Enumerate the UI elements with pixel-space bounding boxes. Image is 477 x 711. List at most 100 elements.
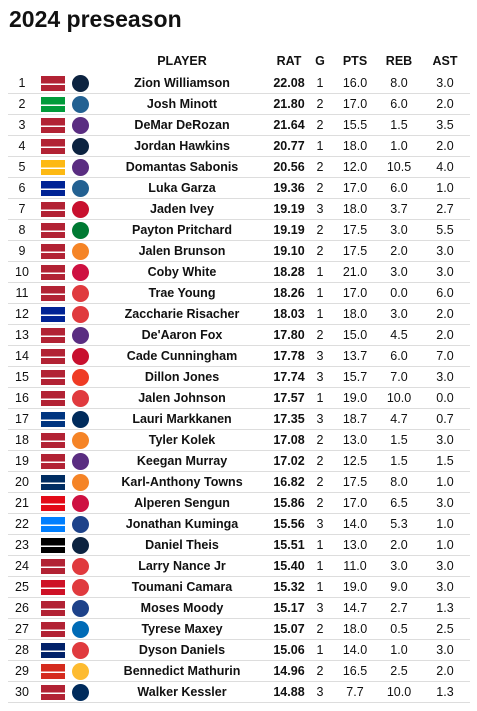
flag-icon — [41, 223, 65, 238]
table-row — [8, 577, 470, 598]
assists: 4.0 — [436, 160, 454, 174]
points: 17.5 — [342, 475, 368, 489]
player-name: Zaccharie Risacher — [124, 307, 240, 321]
flag-icon — [41, 286, 65, 301]
table-row — [8, 514, 470, 535]
player-name: Karl-Anthony Towns — [121, 475, 243, 489]
player-name: Alperen Sengun — [134, 496, 230, 510]
team-logo — [72, 621, 89, 638]
flag-icon — [41, 664, 65, 679]
assists: 1.0 — [436, 517, 454, 531]
rank: 6 — [18, 181, 26, 195]
team-logo — [72, 390, 89, 407]
games: 2 — [316, 328, 324, 342]
rank: 15 — [15, 370, 29, 384]
assists: 2.0 — [436, 307, 454, 321]
player-name: Jonathan Kuminga — [125, 517, 239, 531]
player-name: Jordan Hawkins — [134, 139, 230, 153]
player-name: Walker Kessler — [137, 685, 227, 699]
rank: 12 — [15, 307, 29, 321]
rating: 15.51 — [273, 538, 305, 552]
assists: 2.5 — [436, 622, 454, 636]
team-logo — [72, 369, 89, 386]
flag-icon — [41, 97, 65, 112]
assists: 3.0 — [436, 496, 454, 510]
rank: 27 — [15, 622, 29, 636]
rebounds: 8.0 — [390, 76, 408, 90]
rebounds: 3.0 — [390, 559, 408, 573]
rebounds: 1.0 — [390, 643, 408, 657]
rebounds: 3.0 — [390, 223, 408, 237]
rating: 21.80 — [273, 97, 305, 111]
points: 11.0 — [343, 559, 367, 573]
team-logo — [72, 495, 89, 512]
flag-icon — [41, 622, 65, 637]
points: 17.0 — [342, 496, 368, 510]
rebounds: 10.0 — [386, 685, 412, 699]
rebounds: 10.5 — [386, 160, 412, 174]
rating: 19.19 — [273, 223, 305, 237]
team-logo — [72, 264, 89, 281]
rebounds: 1.5 — [390, 118, 408, 132]
points: 16.5 — [342, 664, 368, 678]
table-row — [8, 451, 470, 472]
team-logo — [72, 453, 89, 470]
rebounds: 3.7 — [390, 202, 408, 216]
games: 2 — [316, 160, 324, 174]
team-logo — [72, 579, 89, 596]
player-name: Bennedict Mathurin — [123, 664, 241, 678]
assists: 2.0 — [436, 664, 454, 678]
rebounds: 4.5 — [390, 328, 408, 342]
rank: 13 — [15, 328, 29, 342]
flag-icon — [41, 370, 65, 385]
games: 1 — [316, 286, 324, 300]
rating: 14.88 — [273, 685, 305, 699]
games: 2 — [316, 97, 324, 111]
table-row — [8, 619, 470, 640]
flag-icon — [41, 685, 65, 700]
team-logo — [72, 600, 89, 617]
flag-icon — [41, 454, 65, 469]
table-row — [8, 220, 470, 241]
table-row — [8, 136, 470, 157]
rebounds: 9.0 — [390, 580, 408, 594]
games: 3 — [316, 349, 324, 363]
rating: 18.26 — [273, 286, 305, 300]
player-name: Keegan Murray — [136, 454, 228, 468]
flag-icon — [41, 139, 65, 154]
points: 12.5 — [342, 454, 368, 468]
player-name: Tyrese Maxey — [141, 622, 223, 636]
player-name: Larry Nance Jr — [138, 559, 226, 573]
assists: 2.7 — [436, 202, 454, 216]
assists: 3.0 — [436, 265, 454, 279]
games: 1 — [316, 139, 324, 153]
assists: 3.0 — [436, 580, 454, 594]
flag-icon — [41, 496, 65, 511]
games: 3 — [316, 685, 324, 699]
rebounds: 8.0 — [390, 475, 408, 489]
team-logo — [72, 159, 89, 176]
rating: 21.64 — [273, 118, 305, 132]
rebounds: 1.0 — [390, 139, 408, 153]
assists: 7.0 — [436, 349, 454, 363]
rebounds: 2.0 — [390, 538, 408, 552]
player-name: Dillon Jones — [144, 370, 220, 384]
rank: 10 — [15, 265, 29, 279]
rebounds: 6.5 — [390, 496, 408, 510]
points: 18.0 — [342, 307, 368, 321]
flag-icon — [41, 538, 65, 553]
rating: 15.07 — [273, 622, 305, 636]
games: 2 — [316, 118, 324, 132]
table-row — [8, 556, 470, 577]
player-name: Trae Young — [148, 286, 216, 300]
rank: 28 — [15, 643, 29, 657]
rating: 17.08 — [273, 433, 305, 447]
points: 13.7 — [342, 349, 368, 363]
flag-icon — [41, 433, 65, 448]
rating: 17.02 — [273, 454, 305, 468]
table-row — [8, 325, 470, 346]
games: 1 — [316, 76, 324, 90]
flag-icon — [41, 76, 65, 91]
assists: 3.0 — [436, 559, 454, 573]
